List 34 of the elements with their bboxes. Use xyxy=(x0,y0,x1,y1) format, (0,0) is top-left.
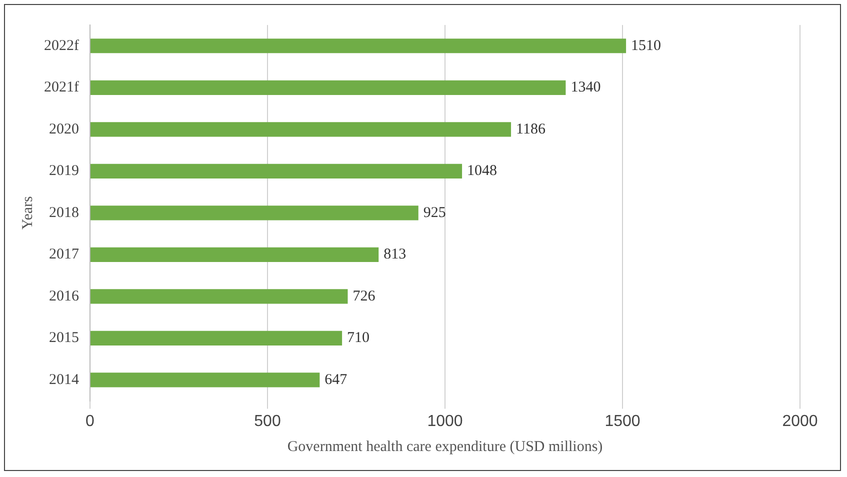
y-axis-title: Years xyxy=(20,196,36,230)
y-tick-label: 2016 xyxy=(48,288,80,304)
bar xyxy=(90,247,379,262)
x-tick-label: 1500 xyxy=(604,412,640,430)
x-tick-label: 2000 xyxy=(782,412,818,430)
y-tick-label: 2019 xyxy=(48,163,79,180)
x-axis-title: Government health care expenditure (USD millions) xyxy=(287,438,603,455)
bar xyxy=(90,289,348,304)
y-tick-label: 2022f xyxy=(44,38,79,54)
bar xyxy=(90,38,626,54)
y-tick-label: 2015 xyxy=(48,330,79,346)
data-label: 925 xyxy=(423,204,446,221)
data-label: 1340 xyxy=(570,80,601,96)
data-label: 726 xyxy=(352,288,376,304)
data-label: 813 xyxy=(384,246,406,263)
data-label: 1186 xyxy=(516,121,546,138)
x-tick-label: 500 xyxy=(254,412,281,430)
y-tick-label: 2020 xyxy=(48,121,79,138)
bar xyxy=(90,330,342,346)
bar xyxy=(90,80,566,95)
data-label: 1510 xyxy=(631,38,662,54)
bar xyxy=(90,206,418,220)
y-tick-label: 2014 xyxy=(48,372,80,388)
y-tick-label: 2021f xyxy=(44,80,79,96)
x-tick-label: 0 xyxy=(86,412,95,430)
bar xyxy=(90,372,320,388)
x-tick-label: 1000 xyxy=(427,412,463,430)
bar xyxy=(90,122,512,137)
bar xyxy=(90,164,462,178)
data-label: 1048 xyxy=(467,163,498,180)
data-label: 710 xyxy=(347,330,370,346)
y-tick-label: 2017 xyxy=(48,246,80,263)
data-label: 647 xyxy=(324,372,348,388)
y-tick-label: 2018 xyxy=(48,204,79,221)
